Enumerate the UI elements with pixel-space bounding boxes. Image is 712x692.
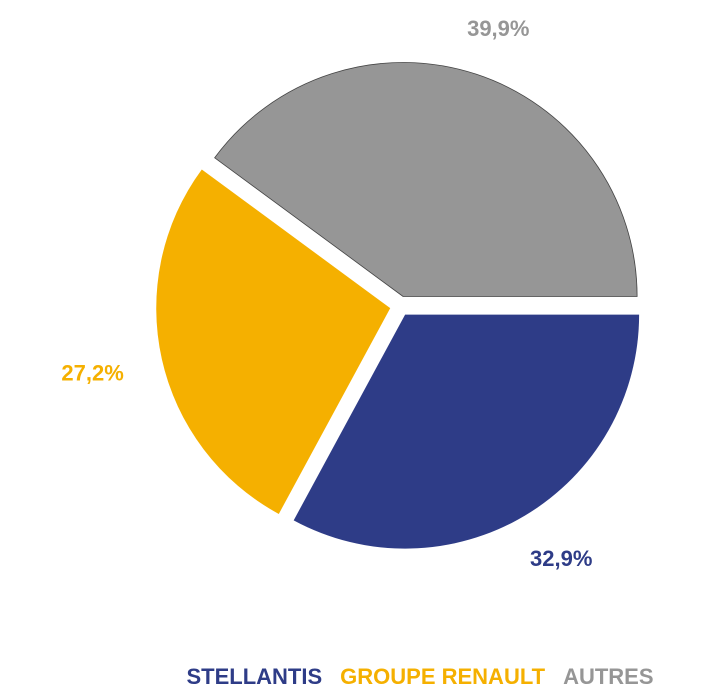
data-label: 32,9% xyxy=(530,546,592,571)
pie-slice xyxy=(293,314,640,549)
pie-slice xyxy=(214,62,638,297)
legend-entry: AUTRES xyxy=(563,664,653,689)
legend-entry: STELLANTIS xyxy=(186,664,322,689)
data-label: 39,9% xyxy=(467,16,529,41)
data-label: 27,2% xyxy=(61,361,123,386)
pie-slice xyxy=(156,169,391,514)
legend-entry: GROUPE RENAULT xyxy=(340,664,545,689)
